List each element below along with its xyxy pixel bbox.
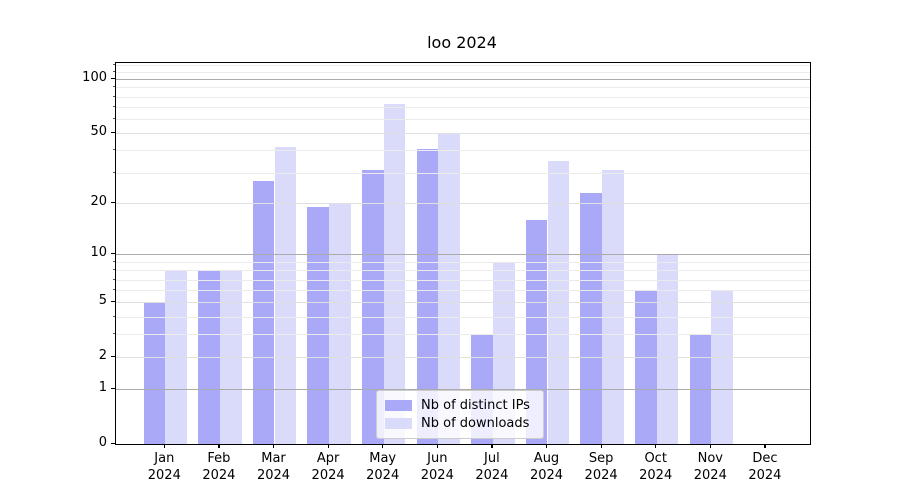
bar-mar-distinct-ips <box>252 180 275 444</box>
y-tick-label-20: 20 <box>90 193 107 209</box>
bar-nov-distinct-ips <box>689 334 712 444</box>
y-tick-label-2: 2 <box>98 347 107 363</box>
bars-layer <box>116 63 810 444</box>
x-tick-label-jun: Jun 2024 <box>420 451 454 483</box>
legend-item-distinct-ips: Nb of distinct IPs <box>385 397 534 414</box>
x-tick-label-apr: Apr 2024 <box>311 451 345 483</box>
y-tick-label-5: 5 <box>98 292 107 308</box>
y-tick-label-100: 100 <box>82 69 107 85</box>
x-tick-label-sep: Sep 2024 <box>584 451 618 483</box>
bar-may-distinct-ips <box>361 170 384 444</box>
bar-jan-downloads <box>165 270 188 444</box>
bar-aug-distinct-ips <box>525 220 548 444</box>
x-tick-label-aug: Aug 2024 <box>529 451 564 483</box>
y-tick-label-1: 1 <box>98 379 107 395</box>
legend-item-downloads: Nb of downloads <box>385 415 534 432</box>
y-tick-label-10: 10 <box>90 244 107 260</box>
bar-nov-downloads <box>711 290 734 444</box>
x-tick-label-nov: Nov 2024 <box>693 451 727 483</box>
bar-jan-distinct-ips <box>143 302 166 444</box>
bar-aug-downloads <box>547 160 570 444</box>
bar-feb-downloads <box>219 270 242 444</box>
legend-label-distinct-ips: Nb of distinct IPs <box>421 398 530 413</box>
x-tick-label-jul: Jul 2024 <box>475 451 509 483</box>
x-tick-label-mar: Mar 2024 <box>256 451 291 483</box>
legend-swatch-distinct-ips <box>385 400 412 411</box>
plot-area <box>115 62 811 445</box>
bar-oct-distinct-ips <box>634 290 657 444</box>
legend: Nb of distinct IPs Nb of downloads <box>376 390 544 439</box>
bar-sep-distinct-ips <box>580 192 603 444</box>
y-tick-label-50: 50 <box>90 123 107 139</box>
bar-feb-distinct-ips <box>198 270 220 444</box>
bar-mar-downloads <box>274 146 297 444</box>
bar-apr-downloads <box>329 203 351 444</box>
bar-jun-distinct-ips <box>416 148 439 444</box>
bar-may-downloads <box>383 103 406 444</box>
bar-sep-downloads <box>602 170 624 444</box>
x-tick-label-dec: Dec 2024 <box>748 451 782 483</box>
x-tick-label-feb: Feb 2024 <box>202 451 236 483</box>
legend-swatch-downloads <box>385 418 412 429</box>
bar-oct-downloads <box>656 254 679 444</box>
x-tick-label-may: May 2024 <box>366 451 400 483</box>
x-tick-label-oct: Oct 2024 <box>639 451 673 483</box>
chart-title: loo 2024 <box>427 33 497 52</box>
bar-jun-downloads <box>438 133 461 444</box>
x-tick-label-jan: Jan 2024 <box>147 451 181 483</box>
bar-apr-distinct-ips <box>307 207 330 444</box>
legend-label-downloads: Nb of downloads <box>421 416 530 431</box>
y-tick-label-0: 0 <box>98 434 107 450</box>
